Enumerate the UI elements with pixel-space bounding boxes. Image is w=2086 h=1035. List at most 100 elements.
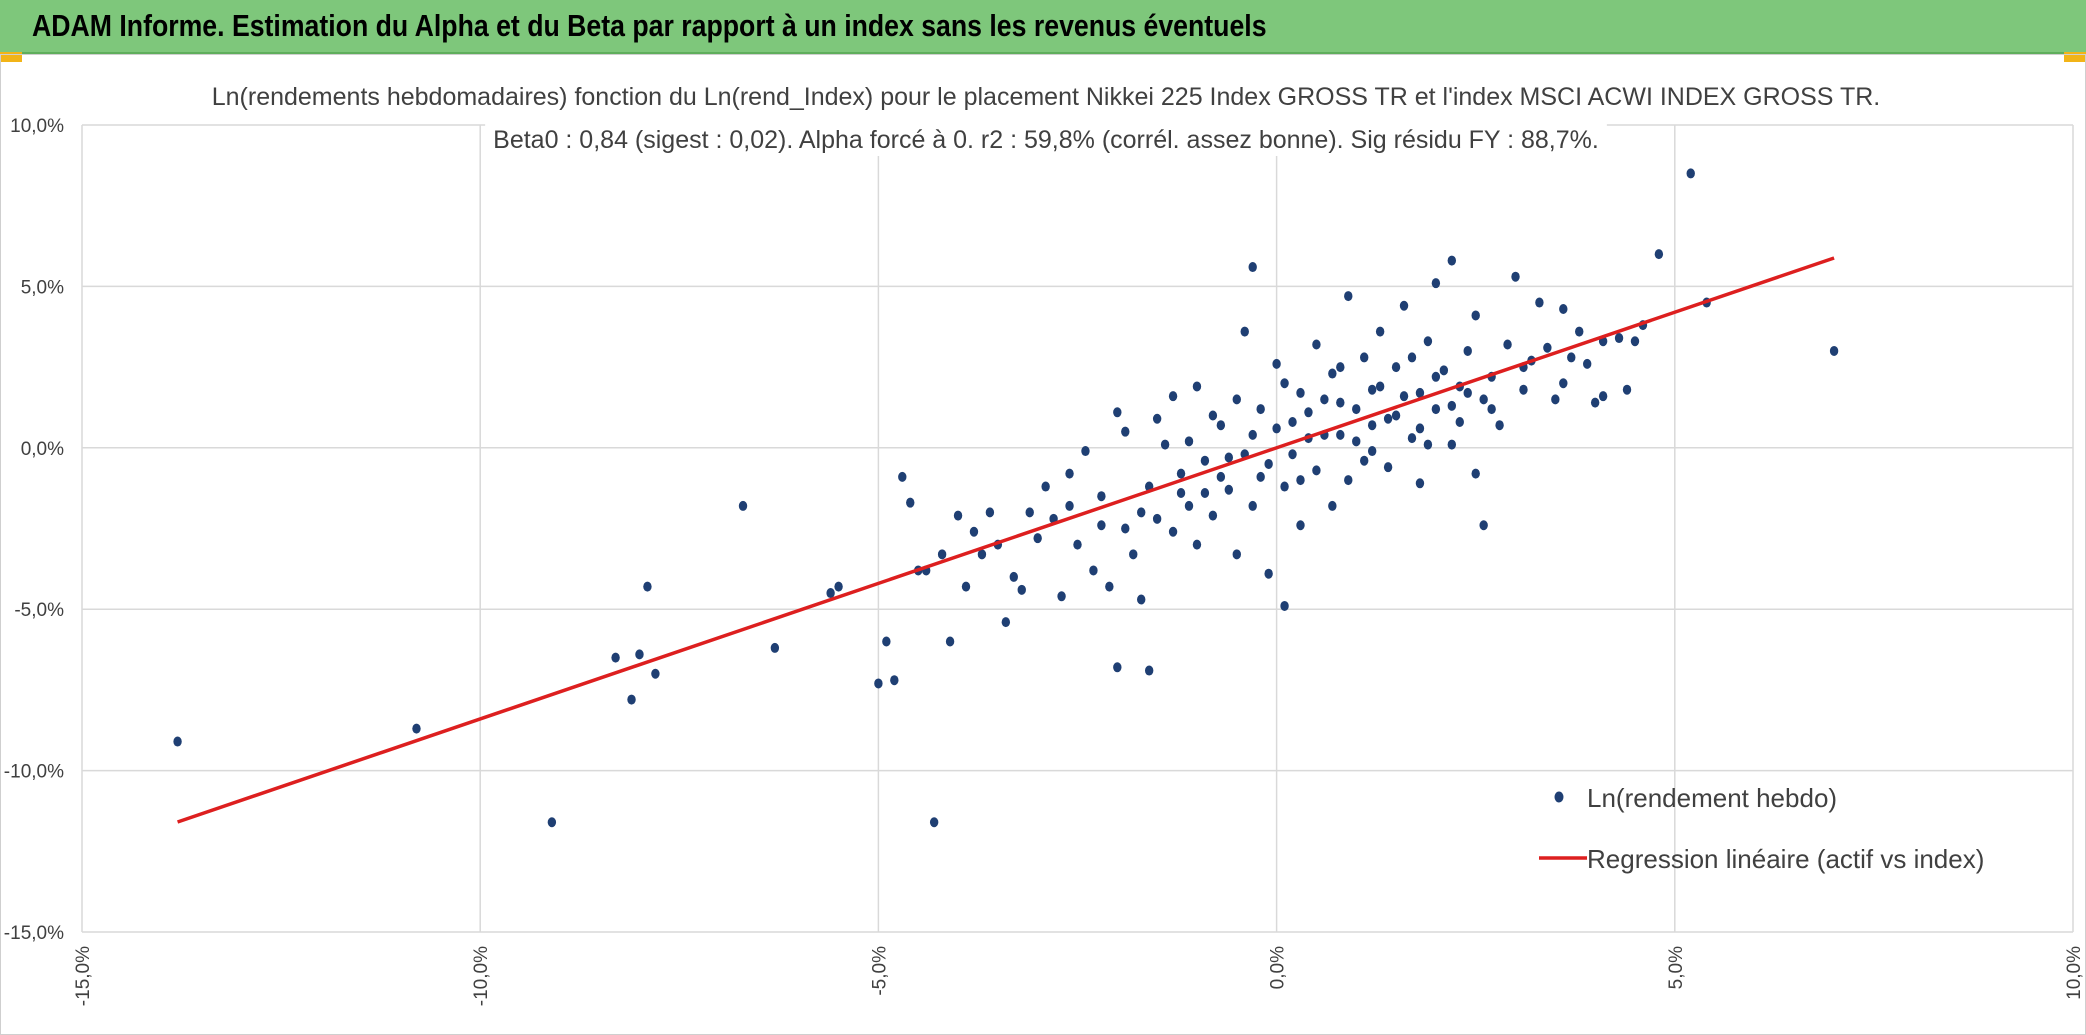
data-point (1192, 539, 1202, 550)
data-point (834, 581, 843, 592)
data-point (1447, 400, 1457, 411)
data-point (1336, 429, 1345, 440)
data-point (1535, 297, 1544, 308)
data-point (1296, 475, 1305, 486)
data-point (1009, 571, 1018, 582)
data-point (1137, 507, 1146, 518)
data-point (1129, 549, 1138, 560)
data-point (1399, 391, 1409, 402)
data-point (1256, 471, 1265, 482)
data-point (1328, 368, 1337, 379)
data-point (1391, 410, 1401, 421)
data-point (1360, 455, 1369, 466)
data-point (1503, 339, 1512, 350)
y-tick-label: -10,0% (4, 762, 64, 783)
data-point (1447, 439, 1457, 450)
data-point (826, 588, 835, 599)
data-point (1431, 404, 1441, 415)
data-point (1224, 484, 1234, 495)
data-point (651, 668, 660, 679)
scatter-chart: 10,0% 5,0% 0,0% -5,0% -10,0% -15,0% -15,0% -10,… (4, 81, 2085, 1006)
data-point (1097, 491, 1106, 502)
data-point (1455, 416, 1464, 427)
data-point (1551, 394, 1560, 405)
data-point (1208, 410, 1218, 421)
x-tick-label: -5,0% (869, 946, 890, 996)
data-point (1224, 452, 1234, 463)
subtitle-background (485, 124, 1607, 156)
data-point (1280, 600, 1289, 611)
data-point (1383, 462, 1393, 473)
data-point (1344, 291, 1353, 302)
data-point (1519, 384, 1528, 395)
y-tick-label: 10,0% (10, 116, 64, 137)
data-point (1264, 458, 1273, 469)
data-point (1439, 365, 1449, 376)
data-point (1352, 436, 1361, 447)
data-point (1336, 397, 1345, 408)
data-point (1089, 565, 1098, 576)
data-point (1630, 336, 1640, 347)
data-point (1598, 391, 1608, 402)
data-point (1559, 303, 1568, 314)
data-point (1375, 326, 1385, 337)
data-point (1511, 271, 1520, 282)
corner-marker-right (2064, 52, 2086, 62)
x-tick-label: -10,0% (471, 946, 492, 1006)
data-point (977, 549, 987, 560)
data-point (1065, 500, 1074, 511)
data-point (937, 549, 947, 560)
data-point (1559, 378, 1568, 389)
data-point (1479, 520, 1488, 531)
data-point (985, 507, 995, 518)
data-point (1137, 594, 1146, 605)
data-point (1105, 581, 1114, 592)
header-banner: ADAM Informe. Estimation du Alpha et du … (0, 0, 2086, 54)
data-point (1463, 345, 1472, 356)
data-point (1296, 520, 1305, 531)
data-point (1415, 478, 1425, 489)
y-tick-label: -5,0% (14, 600, 64, 621)
data-point (1479, 394, 1488, 405)
data-point (1065, 468, 1074, 479)
x-tick-label: -15,0% (73, 946, 94, 1006)
data-point (1200, 487, 1210, 498)
report-title: ADAM Informe. Estimation du Alpha et du … (32, 8, 1267, 43)
data-point (1113, 407, 1122, 418)
data-point (1344, 475, 1353, 486)
data-point (898, 471, 907, 482)
data-point (1367, 420, 1377, 431)
data-point (1622, 384, 1632, 395)
data-point (1041, 481, 1050, 492)
data-point (1495, 420, 1504, 431)
data-point (738, 500, 748, 511)
subtitle-background (203, 81, 1889, 113)
data-point (1152, 413, 1162, 424)
data-point (1686, 168, 1695, 179)
data-point (1304, 407, 1313, 418)
data-point (1288, 449, 1297, 460)
data-point (1352, 404, 1361, 415)
data-point (1017, 584, 1026, 595)
data-point (1073, 539, 1082, 550)
data-point (1336, 362, 1345, 373)
legend-marker-scatter (1554, 791, 1564, 803)
data-point (961, 581, 971, 592)
data-point (1272, 423, 1281, 434)
data-point (874, 678, 883, 689)
data-point (1184, 500, 1194, 511)
legend-label-line: Regression linéaire (actif vs index) (1587, 844, 1984, 874)
x-tick-label: 0,0% (1268, 946, 1289, 989)
regression-line (177, 256, 1835, 824)
x-tick-label: 10,0% (2064, 946, 2085, 1000)
data-point (1407, 433, 1417, 444)
data-point (611, 652, 620, 663)
data-point (1176, 487, 1186, 498)
data-point (1590, 397, 1600, 408)
data-point (1312, 465, 1321, 476)
data-point (1248, 500, 1257, 511)
data-point (1121, 426, 1130, 437)
data-point (1320, 394, 1329, 405)
data-point (1264, 568, 1273, 579)
data-point (1447, 255, 1457, 266)
